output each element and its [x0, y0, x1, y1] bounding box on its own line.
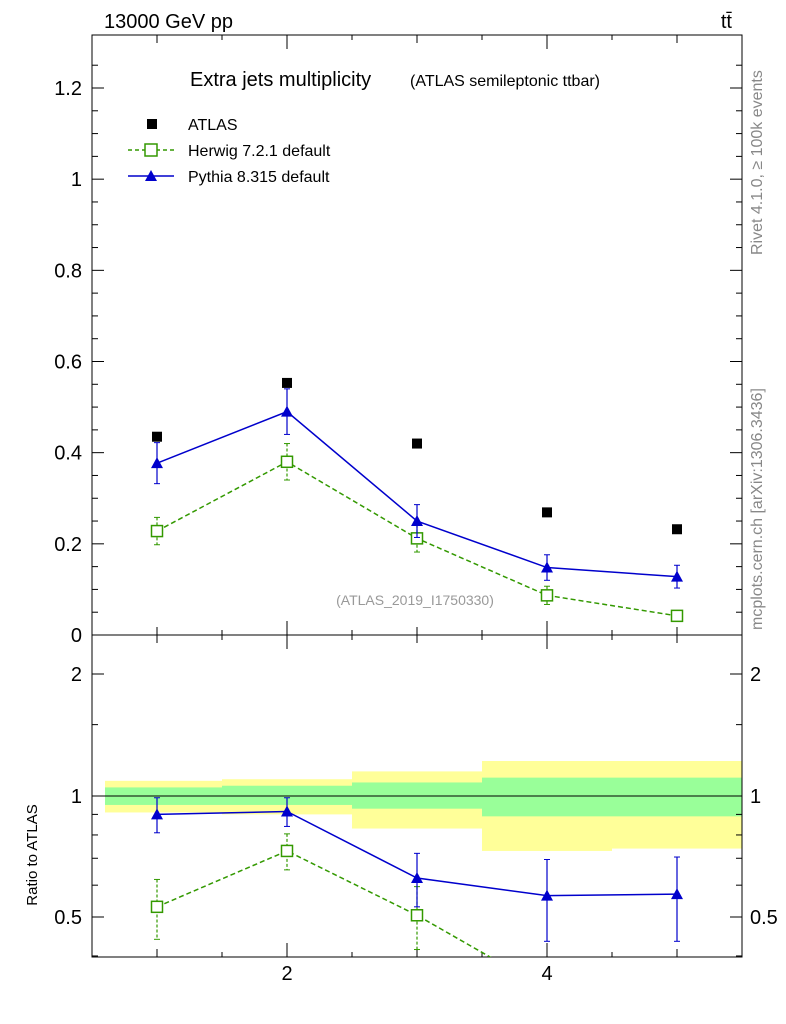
herwig-point: [150, 524, 164, 538]
pythia-point: [671, 570, 683, 582]
x-tick-label: 2: [281, 963, 292, 985]
ratio-pythia-point: [541, 889, 553, 901]
pythia-point: [411, 515, 423, 527]
atlas-point: [152, 431, 162, 442]
pythia-point: [541, 561, 553, 573]
y-tick-label: 0.8: [54, 260, 82, 282]
stat-uncertainty-band: [612, 777, 742, 817]
herwig-point: [670, 609, 684, 623]
legend-marker-atlas: [147, 119, 157, 129]
x-tick-label: 4: [541, 963, 552, 985]
ratio-y-tick-label: 0.5: [54, 907, 82, 929]
ratio-pythia-point: [411, 872, 423, 884]
ratio-pythia-point: [281, 805, 293, 817]
main-panel: Extra jets multiplicity (ATLAS semilepto…: [54, 34, 743, 647]
atlas-point: [542, 507, 552, 518]
y-tick-label: 0.4: [54, 443, 82, 465]
ratio-y-tick-label-right: 2: [750, 664, 761, 686]
rivet-version-label: Rivet 4.1.0, ≥ 100k events: [749, 70, 766, 255]
ratio-y-tick-label-right: 0.5: [750, 907, 778, 929]
analysis-label: (ATLAS_2019_I1750330): [336, 592, 494, 608]
chart-title: Extra jets multiplicity: [190, 69, 371, 91]
legend-label-atlas: ATLAS: [188, 117, 238, 134]
process-label: tt̄: [721, 11, 733, 33]
y-tick-label: 0.6: [54, 352, 82, 374]
herwig-point: [280, 455, 294, 469]
ratio-y-tick-label-right: 1: [750, 786, 761, 808]
legend-label-pythia: Pythia 8.315 default: [188, 169, 330, 186]
ratio-herwig-point: [150, 900, 164, 914]
legend: ATLAS Herwig 7.2.1 default Pythia 8.315 …: [128, 117, 331, 186]
ratio-y-tick-label: 1: [71, 786, 82, 808]
legend-marker-pythia: [145, 170, 157, 181]
y-tick-label: 1: [71, 169, 82, 191]
legend-label-herwig: Herwig 7.2.1 default: [188, 143, 331, 160]
y-tick-label: 1.2: [54, 78, 82, 100]
atlas-point: [412, 438, 422, 449]
pythia-point: [281, 405, 293, 417]
ratio-herwig-line: [156, 850, 492, 957]
ratio-pythia-point: [151, 808, 163, 820]
energy-label: 13000 GeV pp: [104, 11, 233, 33]
ratio-series-group: [150, 797, 683, 957]
ratio-panel: Ratio to ATLAS 2 4 0.5 0.5 1 1 2 2: [24, 634, 778, 985]
ratio-pythia-point: [671, 888, 683, 900]
source-label: mcplots.cern.ch [arXiv:1306.3436]: [749, 388, 766, 630]
pythia-point: [151, 457, 163, 469]
stat-uncertainty-band: [482, 777, 612, 817]
legend-marker-herwig: [144, 143, 158, 157]
ratio-herwig-point: [280, 844, 294, 858]
herwig-point: [540, 589, 554, 602]
atlas-point: [282, 377, 292, 388]
y-tick-label: 0: [71, 625, 82, 647]
chart-subtitle: (ATLAS semileptonic ttbar): [410, 73, 600, 90]
atlas-point: [672, 524, 682, 535]
stat-uncertainty-band: [222, 785, 352, 805]
ratio-y-tick-label: 2: [71, 664, 82, 686]
y-tick-label: 0.2: [54, 534, 82, 556]
ratio-herwig-point: [410, 909, 424, 922]
ratio-ylabel: Ratio to ATLAS: [24, 804, 41, 905]
